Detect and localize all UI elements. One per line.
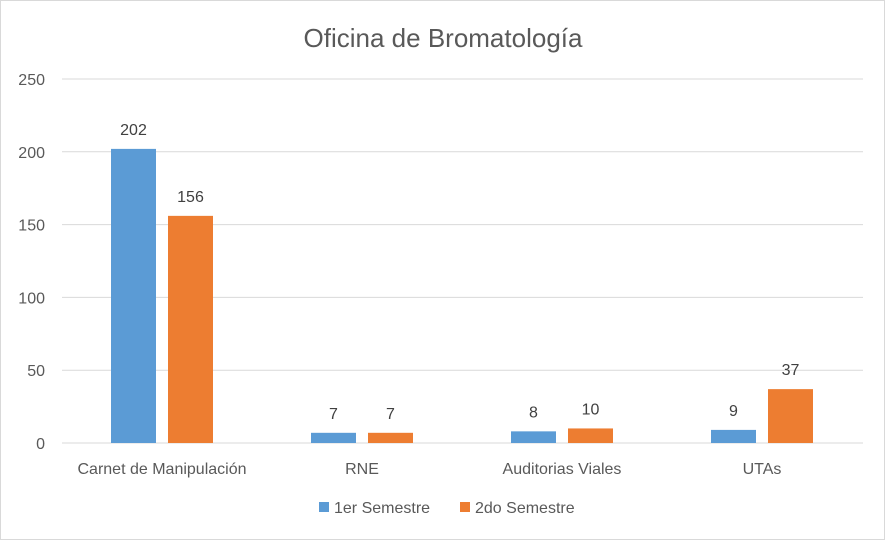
data-label: 156: [177, 189, 204, 206]
data-label: 202: [120, 122, 147, 139]
data-label: 37: [782, 362, 800, 379]
data-labels: 202 156 7 7 8 10 9 37: [120, 122, 799, 423]
y-tick-label: 100: [18, 290, 45, 307]
category-label: RNE: [345, 461, 379, 478]
chart-title: Oficina de Bromatología: [304, 23, 583, 53]
legend-label: 1er Semestre: [334, 500, 430, 517]
y-tick-label: 0: [36, 436, 45, 453]
category-label: UTAs: [743, 461, 782, 478]
category-label: Carnet de Manipulación: [78, 461, 247, 478]
y-tick-label: 200: [18, 145, 45, 162]
legend: 1er Semestre 2do Semestre: [319, 500, 575, 517]
bar-1er-semestre: [111, 148, 156, 443]
data-label: 8: [529, 404, 538, 421]
legend-label: 2do Semestre: [475, 500, 575, 517]
bar-2do-semestre: [368, 432, 413, 443]
y-tick-label: 50: [27, 363, 45, 380]
x-axis-categories: Carnet de Manipulación RNE Auditorias Vial…: [78, 461, 782, 478]
legend-swatch: [460, 502, 470, 512]
data-label: 7: [329, 406, 338, 423]
data-label: 7: [386, 406, 395, 423]
bar-2do-semestre: [568, 428, 613, 443]
bar-1er-semestre: [311, 432, 356, 443]
category-label: Auditorias Viales: [503, 461, 622, 478]
y-tick-label: 250: [18, 72, 45, 89]
bar-2do-semestre: [168, 215, 213, 443]
legend-swatch: [319, 502, 329, 512]
y-tick-label: 150: [18, 218, 45, 235]
bar-1er-semestre: [711, 429, 756, 443]
bar-1er-semestre: [511, 431, 556, 443]
data-label: 10: [582, 401, 600, 418]
y-axis-ticks: 0 50 100 150 200 250: [18, 72, 45, 453]
bar-2do-semestre: [768, 389, 813, 443]
bars: [111, 148, 813, 443]
data-label: 9: [729, 403, 738, 420]
